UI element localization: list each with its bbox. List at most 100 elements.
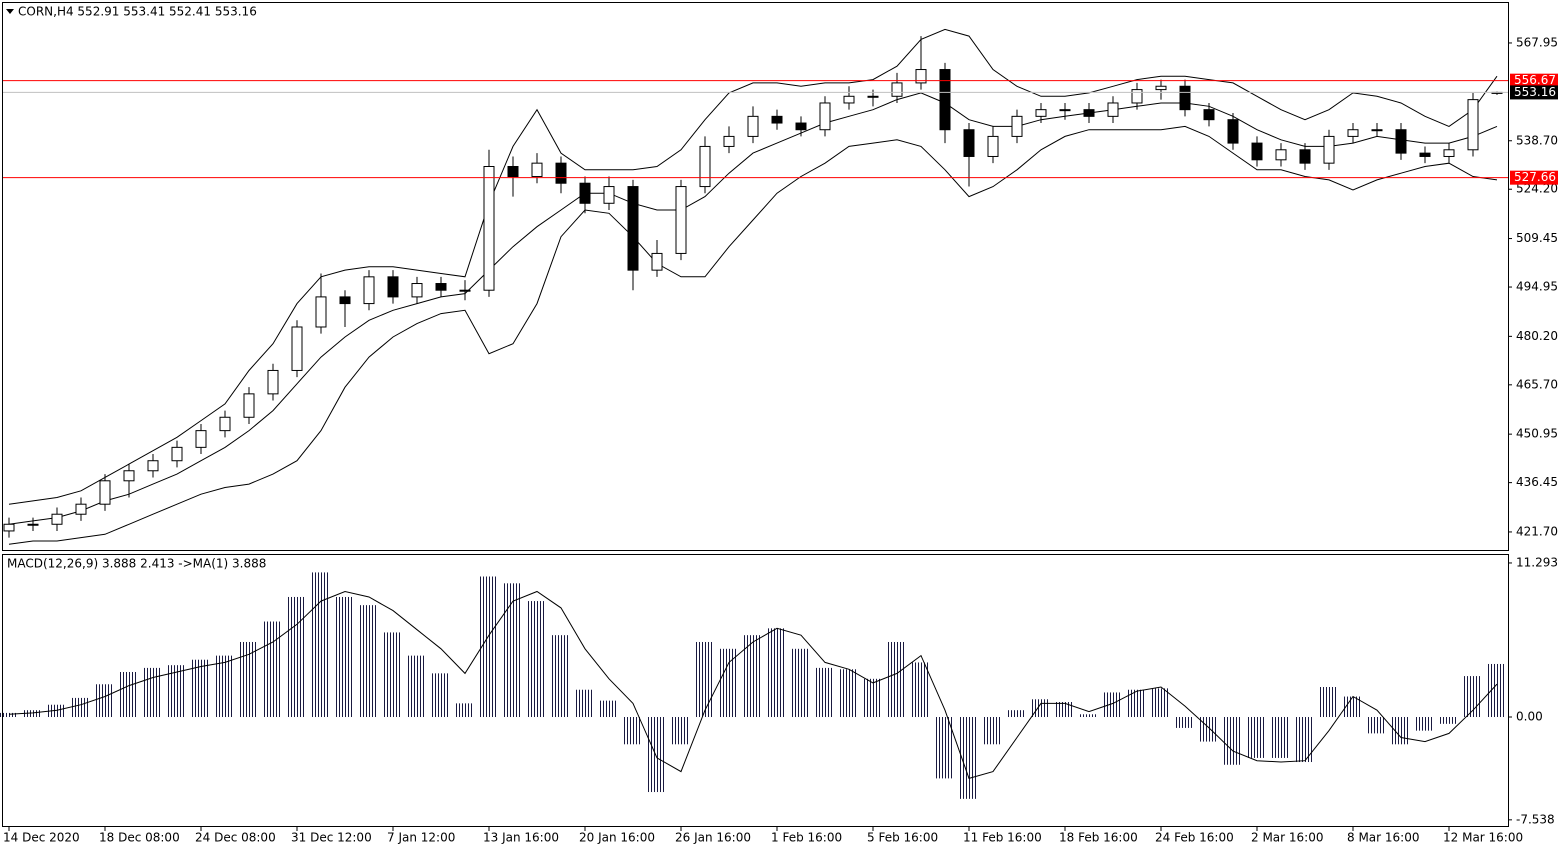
candle-body [987,135,999,157]
macd-bar [1416,717,1434,731]
y-tick-label: 494.95 [1516,280,1558,294]
price-level-label: 556.67 [1514,73,1556,87]
candle-body [339,296,351,305]
y-tick-label: 421.70 [1516,524,1558,538]
macd-bar [936,717,954,779]
candle-body [1203,109,1215,121]
y-tick-label: 567.95 [1516,35,1558,49]
macd-bar [216,655,234,718]
x-tick-label: 20 Jan 16:00 [579,831,655,845]
x-tick-label: 24 Dec 08:00 [195,831,276,845]
macd-bar [120,671,138,718]
macd-bar [696,641,714,718]
candle-body [195,430,207,448]
macd-bar [888,641,906,718]
macd-bar [720,648,738,718]
signal-line [8,590,1498,780]
macd-bar [1320,686,1338,718]
macd-bar [984,717,1002,745]
macd-bar [600,700,618,718]
candle-body [675,186,687,254]
candle-body [1035,109,1047,117]
macd-bar [792,648,810,718]
candle-body [483,166,495,291]
candle-body [267,369,279,395]
macd-bar [1032,699,1050,718]
candle-body [795,122,807,131]
macd-bar [528,601,546,718]
candle-body [771,115,783,124]
x-tick-label: 18 Feb 16:00 [1059,831,1138,845]
macd-bar [1200,717,1218,742]
macd-bar [1128,689,1146,718]
price-level-label: 527.66 [1514,170,1556,184]
macd-bar [48,704,66,718]
candle-body [1371,129,1383,132]
candle-body [1275,149,1287,161]
macd-bar [912,662,930,718]
candle-body [171,446,183,462]
y-tick-label: 480.20 [1516,329,1558,343]
macd-bar [840,669,858,718]
macd-bar [480,576,498,718]
candle-body [291,326,303,371]
candle-body [435,283,447,291]
candle-body [963,129,975,157]
candle-body [699,145,711,188]
macd-bar [864,678,882,718]
x-tick-label: 8 Mar 16:00 [1347,831,1420,845]
macd-bar [624,717,642,745]
macd-bar [0,712,18,718]
candle-body [891,82,903,97]
x-tick-label: 14 Dec 2020 [3,831,80,845]
candle-body [507,166,519,178]
macd-bar [1392,717,1410,745]
macd-bar [1296,717,1314,763]
macd-bar [1104,692,1122,718]
price-header: CORN,H4 552.91 553.41 552.41 553.16 [18,5,257,19]
macd-bar [168,665,186,718]
candle-body [915,69,927,84]
candle-body [411,283,423,298]
macd-bar [1008,710,1026,718]
macd-bar [1248,717,1266,758]
candle-body [531,162,543,178]
bollinger-band [8,125,1498,545]
bollinger-band [8,28,1498,505]
menu-arrow[interactable] [6,9,14,14]
macd-bar [1272,717,1290,758]
candle-body [1467,99,1479,151]
candle-body [1107,102,1119,117]
x-tick-label: 5 Feb 16:00 [867,831,938,845]
candle-body [579,182,591,204]
candle-body [459,289,471,292]
candle-body [939,69,951,131]
candle-body [99,480,111,505]
macd-bar [288,596,306,718]
macd-bar [192,659,210,718]
macd-bar [672,717,690,745]
candle-body [747,115,759,137]
candle-body [1059,109,1071,112]
macd-bar [744,635,762,718]
x-tick-label: 26 Jan 16:00 [675,831,751,845]
x-tick-label: 31 Dec 12:00 [291,831,372,845]
x-tick-label: 13 Jan 16:00 [483,831,559,845]
bollinger-band [8,92,1498,525]
macd-bar [144,667,162,718]
candle-body [219,416,231,432]
y-tick-label: 436.45 [1516,475,1558,489]
macd-bar [1368,717,1386,734]
macd-bar [264,621,282,718]
x-tick-label: 24 Feb 16:00 [1155,831,1234,845]
macd-bar [336,596,354,718]
macd-bar [1056,702,1074,718]
price-panel [2,2,1509,551]
macd-bar [1176,717,1194,728]
price-level-box [1510,85,1558,100]
macd-bar [384,632,402,718]
macd-bar [96,684,114,718]
candle-body [627,186,639,271]
